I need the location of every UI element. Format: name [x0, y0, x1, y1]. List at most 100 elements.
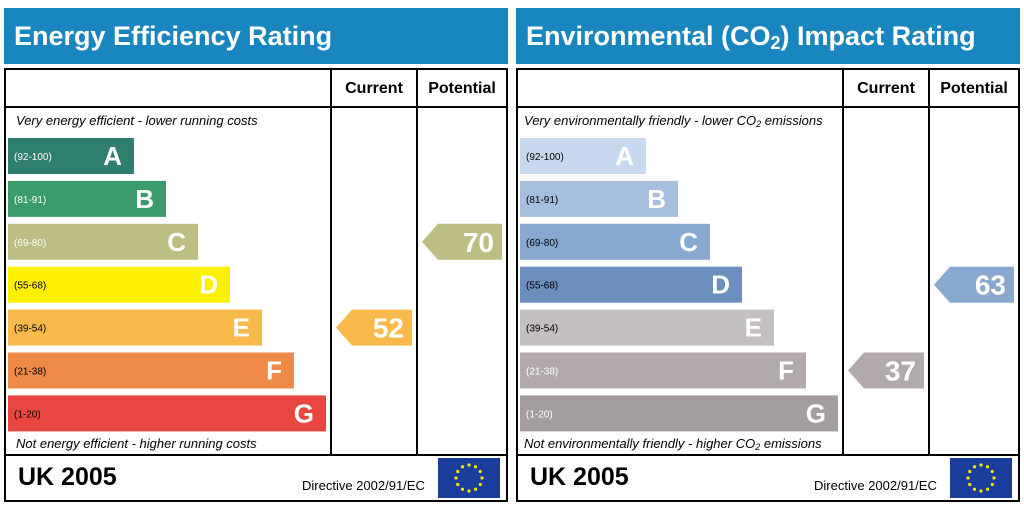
- band-range-label: (81-91): [526, 195, 558, 206]
- bottom-caption: Not environmentally friendly - higher CO…: [524, 436, 822, 452]
- band-range-label: (39-54): [526, 324, 558, 335]
- flag-star: [979, 463, 983, 467]
- band-range-label: (92-100): [526, 152, 564, 163]
- band-range-label: (21-38): [14, 367, 46, 378]
- flag-star: [480, 476, 484, 480]
- bottom-caption: Not energy efficient - higher running co…: [16, 436, 257, 451]
- header-divider: [330, 106, 506, 108]
- eu-flag-icon: [438, 458, 500, 498]
- band-bar-g: [520, 395, 838, 432]
- flag-star: [972, 487, 977, 491]
- current-column-header: Current: [857, 80, 915, 97]
- potential-rating-value: 70: [463, 227, 494, 258]
- flag-star: [478, 469, 482, 474]
- band-letter-label: F: [778, 356, 794, 386]
- flag-star: [990, 482, 994, 487]
- band-range-label: (1-20): [14, 409, 41, 420]
- flag-star: [456, 469, 460, 474]
- footer-divider: [518, 454, 1018, 456]
- current-rating-arrow: [848, 352, 924, 389]
- band-range-label: (21-38): [526, 367, 558, 378]
- band-bar-g: [8, 395, 326, 432]
- band-bar-e: [8, 309, 262, 346]
- band-letter-label: G: [294, 398, 314, 428]
- potential-rating-value: 63: [975, 270, 1006, 301]
- band-letter-label: D: [711, 270, 730, 300]
- potential-column-header: Potential: [940, 80, 1008, 97]
- flag-star: [972, 465, 977, 469]
- band-bar-a: [8, 138, 134, 174]
- flag-star: [990, 469, 994, 474]
- flag-star: [454, 476, 458, 480]
- current-column-header: Current: [345, 80, 403, 97]
- band-letter-label: B: [135, 184, 154, 214]
- band-bar-c: [8, 223, 198, 260]
- top-caption: Very energy efficient - lower running co…: [16, 113, 258, 128]
- band-letter-label: B: [647, 184, 666, 214]
- flag-star: [992, 476, 996, 480]
- band-range-label: (39-54): [14, 324, 46, 335]
- band-bar-c: [520, 223, 710, 260]
- rating-bars-chart: (92-100) A (81-91) B (69-80) C (55-68) D (39-54)…: [520, 138, 1014, 432]
- footer-divider: [6, 454, 506, 456]
- flag-star: [979, 489, 983, 493]
- band-letter-label: C: [679, 227, 698, 257]
- flag-star: [985, 465, 990, 469]
- directive-label: Directive 2002/91/EC: [814, 478, 937, 493]
- flag-star: [985, 487, 990, 491]
- rating-table: Current Potential Very environmentally f…: [516, 68, 1020, 502]
- band-bar-f: [520, 352, 806, 389]
- region-label: UK 2005: [530, 463, 629, 491]
- band-letter-label: G: [806, 398, 826, 428]
- column-divider: [330, 70, 332, 456]
- flag-star: [460, 465, 465, 469]
- band-range-label: (1-20): [526, 409, 553, 420]
- band-range-label: (81-91): [14, 195, 46, 206]
- band-bar-a: [520, 138, 646, 174]
- current-rating-arrow: [336, 309, 412, 346]
- current-rating-value: 52: [373, 313, 404, 344]
- band-range-label: (92-100): [14, 152, 52, 163]
- band-bar-d: [8, 266, 230, 303]
- flag-star: [473, 487, 478, 491]
- band-bar-b: [520, 180, 678, 217]
- band-letter-label: D: [199, 270, 218, 300]
- band-letter-label: E: [745, 313, 762, 343]
- region-label: UK 2005: [18, 463, 117, 491]
- band-bar-f: [8, 352, 294, 389]
- column-divider: [416, 70, 418, 456]
- band-range-label: (69-80): [526, 238, 558, 249]
- header-divider: [6, 106, 330, 108]
- eu-flag-icon: [950, 458, 1012, 498]
- band-bar-b: [8, 180, 166, 217]
- energy-efficiency-panel: Energy Efficiency Rating Current Potenti…: [4, 8, 508, 504]
- potential-column-header: Potential: [428, 80, 496, 97]
- band-range-label: (55-68): [526, 281, 558, 292]
- column-divider: [928, 70, 930, 456]
- flag-star: [968, 482, 972, 487]
- flag-star: [456, 482, 460, 487]
- header-divider: [518, 106, 842, 108]
- current-rating-value: 37: [885, 356, 916, 387]
- header-divider: [842, 106, 1018, 108]
- band-bar-d: [520, 266, 742, 303]
- panel-title: Energy Efficiency Rating: [4, 8, 508, 64]
- rating-table: Current Potential Very energy efficient …: [4, 68, 508, 502]
- flag-star: [467, 489, 471, 493]
- flag-star: [968, 469, 972, 474]
- band-letter-label: C: [167, 227, 186, 257]
- band-letter-label: E: [233, 313, 250, 343]
- flag-star: [966, 476, 970, 480]
- panel-title: Environmental (CO2) Impact Rating: [516, 8, 1020, 64]
- environmental-impact-panel: Environmental (CO2) Impact Rating Curren…: [516, 8, 1020, 504]
- band-range-label: (69-80): [14, 238, 46, 249]
- band-letter-label: F: [266, 356, 282, 386]
- potential-rating-arrow: [934, 266, 1014, 303]
- directive-label: Directive 2002/91/EC: [302, 478, 425, 493]
- potential-rating-arrow: [422, 223, 502, 260]
- top-caption: Very environmentally friendly - lower CO…: [524, 113, 823, 129]
- column-divider: [842, 70, 844, 456]
- flag-star: [478, 482, 482, 487]
- band-bar-e: [520, 309, 774, 346]
- flag-star: [467, 463, 471, 467]
